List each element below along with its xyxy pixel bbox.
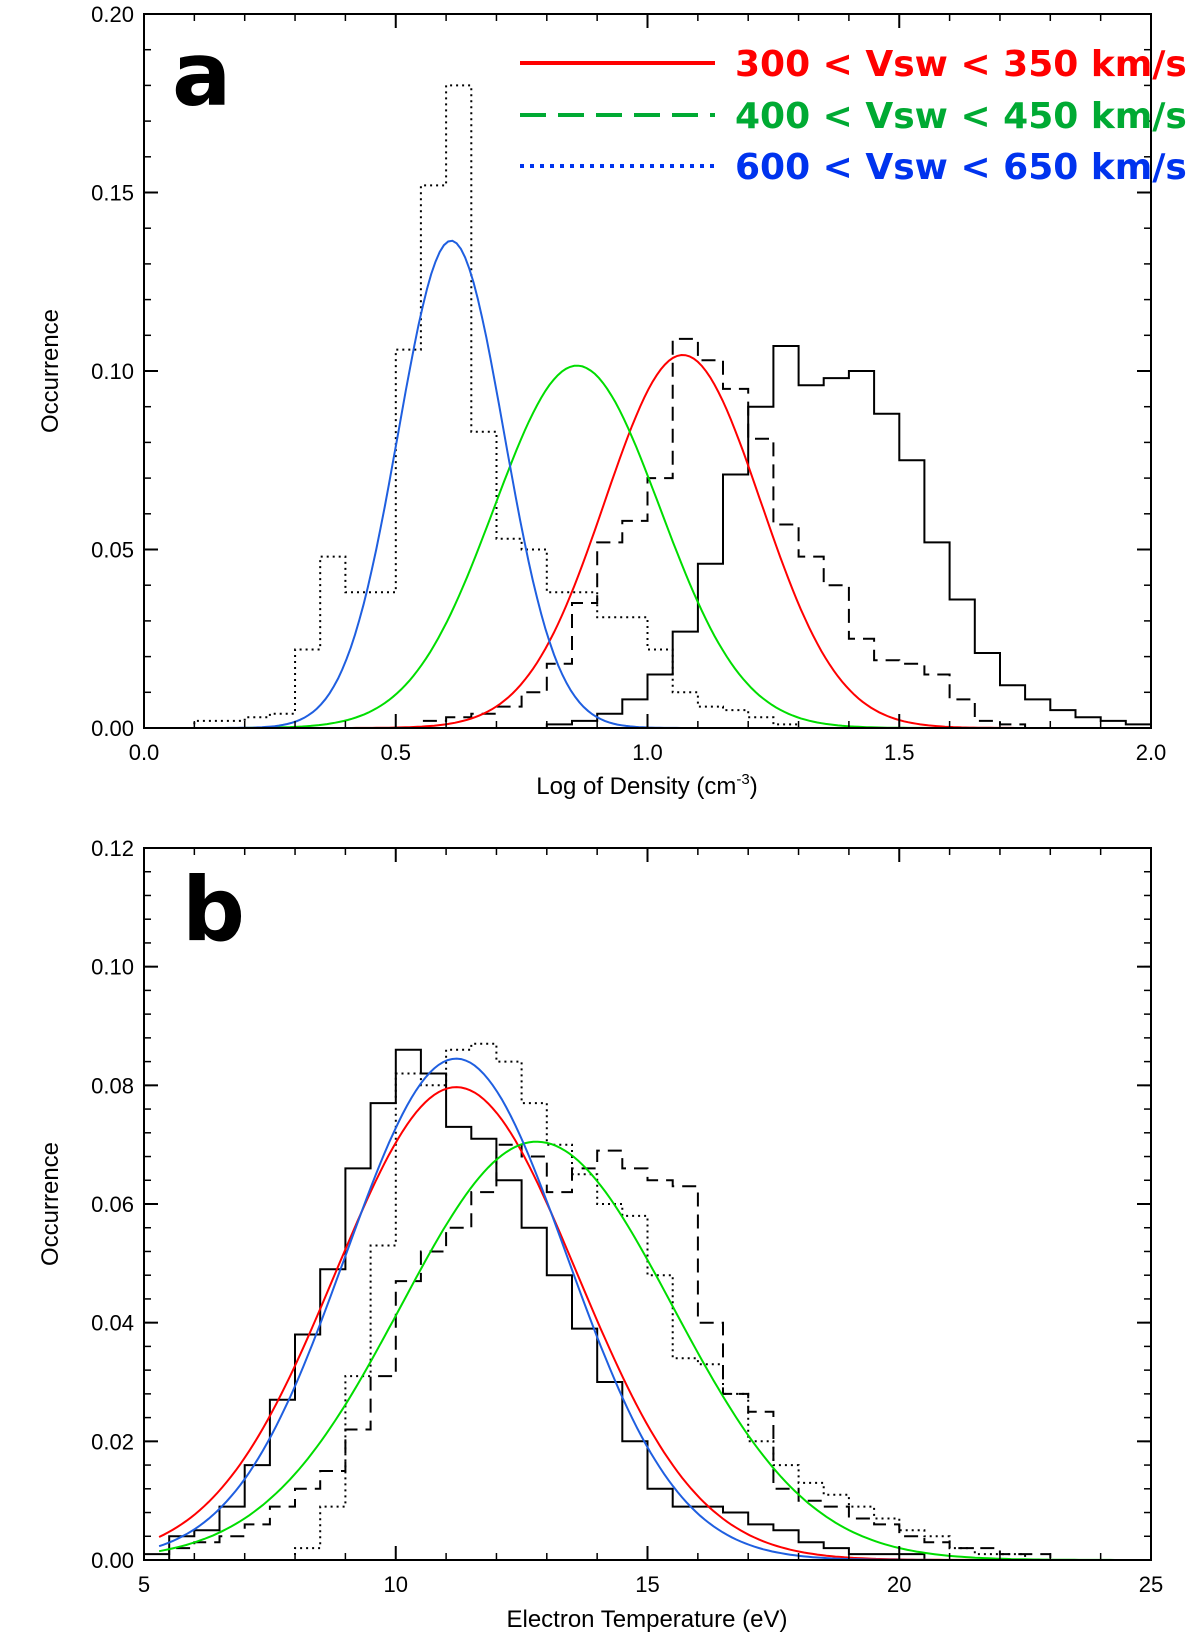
histogram-dashed bbox=[144, 1143, 1151, 1561]
y-tick-label: 0.12 bbox=[91, 836, 134, 861]
panel-b-temperature-chart: 5 10 15 20 250.000.020.040.060.080.100.12 b … bbox=[37, 836, 1163, 1633]
fit-curve bbox=[244, 364, 1151, 729]
x-tick-label: 15 bbox=[635, 1572, 659, 1597]
panel-a-density-chart: 0.0 0.5 1.0 1.5 2.0 0.00 0.05 0.10 0.15 0.20 a 30… bbox=[37, 2, 1187, 800]
panel-b-x-axis-title: Electron Temperature (eV) bbox=[506, 1606, 787, 1633]
y-tick-label: 0.15 bbox=[91, 181, 134, 206]
panel-a-y-axis-title: Occurrence bbox=[37, 309, 64, 433]
fit-curve bbox=[219, 239, 1151, 729]
panel-b-ticks: 5 10 15 20 25 0.00 0.02 0.04 0.06 0.08 0.10 0.12 bbox=[91, 836, 1163, 1597]
histogram-dotted bbox=[144, 1042, 1151, 1561]
fit-curve bbox=[158, 1140, 1151, 1561]
y-tick-label: 0.00 bbox=[91, 1548, 134, 1573]
x-tick-label: 0.0 bbox=[129, 740, 160, 765]
y-tick-label: 0.02 bbox=[91, 1429, 134, 1454]
fit-curve bbox=[158, 1057, 1151, 1561]
x-tick-label: 1.5 bbox=[884, 740, 915, 765]
x-tick-label: 25 bbox=[1139, 1572, 1163, 1597]
legend-label-600-650: 600 < Vsw < 650 km/s bbox=[735, 147, 1187, 188]
histogram-solid bbox=[144, 1048, 1151, 1561]
y-tick-label: 0.20 bbox=[91, 2, 134, 27]
legend-label-400-450: 400 < Vsw < 450 km/s bbox=[735, 96, 1187, 137]
panel-a-x-axis-title: Log of Density (cm-3) bbox=[536, 771, 757, 800]
x-tick-label: 20 bbox=[887, 1572, 911, 1597]
y-tick-label: 0.00 bbox=[91, 716, 134, 741]
fit-curve bbox=[244, 353, 1151, 729]
y-tick-label: 0.10 bbox=[91, 955, 134, 980]
y-tick-label: 0.10 bbox=[91, 359, 134, 384]
legend-label-300-350: 300 < Vsw < 350 km/s bbox=[735, 44, 1187, 85]
y-tick-label: 0.06 bbox=[91, 1192, 134, 1217]
panel-a-legend: 300 < Vsw < 350 km/s 400 < Vsw < 450 km/… bbox=[520, 44, 1187, 188]
y-tick-label: 0.05 bbox=[91, 538, 134, 563]
panel-b-plot-area bbox=[144, 1042, 1151, 1561]
panel-a-letter: a bbox=[172, 23, 231, 126]
x-tick-label: 2.0 bbox=[1136, 740, 1167, 765]
y-tick-label: 0.04 bbox=[91, 1311, 134, 1336]
panel-b-letter: b bbox=[182, 858, 245, 961]
histogram-solid bbox=[144, 345, 1151, 729]
x-tick-label: 10 bbox=[384, 1572, 408, 1597]
panel-a-ticks: 0.0 0.5 1.0 1.5 2.0 0.00 0.05 0.10 0.15 0.20 bbox=[91, 2, 1166, 765]
x-tick-label: 0.5 bbox=[380, 740, 411, 765]
x-tick-label: 1.0 bbox=[632, 740, 663, 765]
x-tick-label: 5 bbox=[138, 1572, 150, 1597]
panel-b-y-axis-title: Occurrence bbox=[37, 1142, 64, 1266]
y-tick-label: 0.08 bbox=[91, 1073, 134, 1098]
